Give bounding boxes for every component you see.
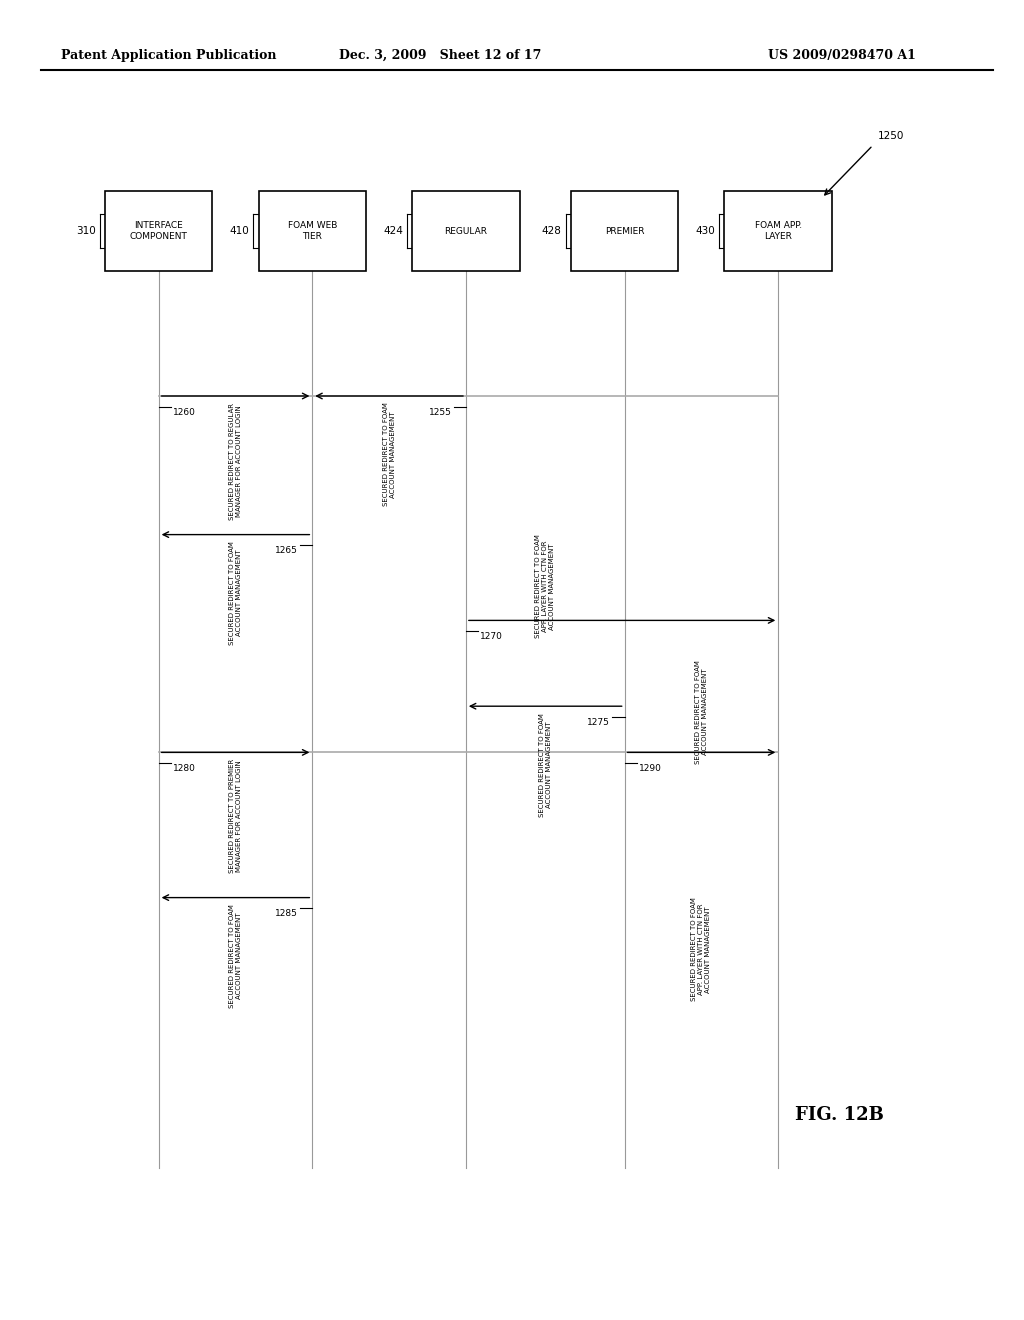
Text: 1275: 1275 [588, 718, 610, 727]
Text: 310: 310 [76, 226, 96, 236]
Bar [725, 191, 831, 271]
Text: INTERFACE
COMPONENT: INTERFACE COMPONENT [130, 222, 187, 240]
Text: SECURED REDIRECT TO FOAM
ACCOUNT MANAGEMENT: SECURED REDIRECT TO FOAM ACCOUNT MANAGEM… [229, 541, 242, 645]
Text: 1280: 1280 [173, 764, 196, 774]
Text: 430: 430 [695, 226, 715, 236]
Text: 1250: 1250 [879, 131, 904, 141]
Text: 1265: 1265 [275, 546, 298, 556]
Text: Dec. 3, 2009   Sheet 12 of 17: Dec. 3, 2009 Sheet 12 of 17 [339, 49, 542, 62]
Text: FIG. 12B: FIG. 12B [796, 1106, 884, 1125]
Text: SECURED REDIRECT TO FOAM
ACCOUNT MANAGEMENT: SECURED REDIRECT TO FOAM ACCOUNT MANAGEM… [695, 660, 708, 764]
Text: FOAM APP.
LAYER: FOAM APP. LAYER [755, 222, 802, 240]
Text: 1285: 1285 [275, 909, 298, 919]
Text: PREMIER: PREMIER [605, 227, 644, 235]
Text: SECURED REDIRECT TO FOAM
ACCOUNT MANAGEMENT: SECURED REDIRECT TO FOAM ACCOUNT MANAGEM… [383, 403, 395, 507]
Text: 1260: 1260 [173, 408, 196, 417]
Bar [571, 191, 678, 271]
Text: 1290: 1290 [639, 764, 662, 774]
Bar [412, 191, 520, 271]
Text: 1270: 1270 [480, 632, 503, 642]
Text: SECURED REDIRECT TO FOAM
APP. LAYER WITH CTN FOR
ACCOUNT MANAGEMENT: SECURED REDIRECT TO FOAM APP. LAYER WITH… [691, 898, 712, 1002]
Text: SECURED REDIRECT TO FOAM
ACCOUNT MANAGEMENT: SECURED REDIRECT TO FOAM ACCOUNT MANAGEM… [229, 904, 242, 1008]
Text: SECURED REDIRECT TO PREMIER
MANAGER FOR ACCOUNT LOGIN: SECURED REDIRECT TO PREMIER MANAGER FOR … [229, 759, 242, 874]
Text: 1255: 1255 [429, 408, 452, 417]
Text: US 2009/0298470 A1: US 2009/0298470 A1 [768, 49, 915, 62]
Text: SECURED REDIRECT TO FOAM
ACCOUNT MANAGEMENT: SECURED REDIRECT TO FOAM ACCOUNT MANAGEM… [539, 713, 552, 817]
Text: SECURED REDIRECT TO REGULAR
MANAGER FOR ACCOUNT LOGIN: SECURED REDIRECT TO REGULAR MANAGER FOR … [229, 403, 242, 520]
Bar [105, 191, 213, 271]
Text: 428: 428 [542, 226, 561, 236]
Text: FOAM WEB
TIER: FOAM WEB TIER [288, 222, 337, 240]
Text: SECURED REDIRECT TO FOAM
APP. LAYER WITH CTN FOR
ACCOUNT MANAGEMENT: SECURED REDIRECT TO FOAM APP. LAYER WITH… [536, 535, 555, 639]
Text: Patent Application Publication: Patent Application Publication [61, 49, 276, 62]
Text: 410: 410 [229, 226, 250, 236]
Bar [258, 191, 367, 271]
Text: REGULAR: REGULAR [444, 227, 487, 235]
Text: 424: 424 [383, 226, 403, 236]
